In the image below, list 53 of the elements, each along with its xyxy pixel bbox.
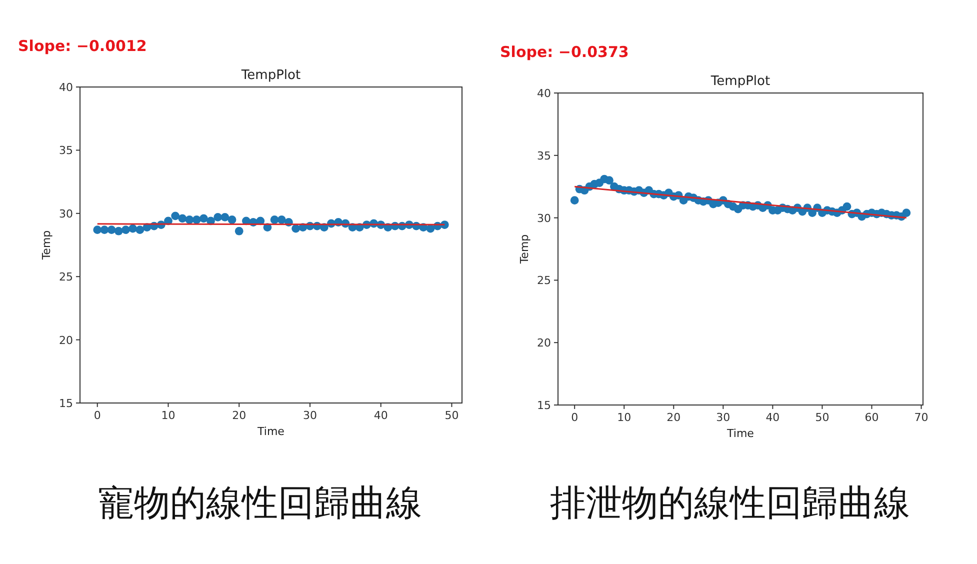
x-tick-label: 0 (94, 409, 101, 422)
y-tick-label: 35 (59, 144, 73, 158)
x-tick-label: 30 (716, 411, 730, 424)
x-tick-label: 20 (232, 409, 246, 422)
point (93, 226, 102, 234)
point (114, 226, 123, 236)
y-axis-title: Temp (518, 234, 531, 265)
x-tick-label: 50 (815, 411, 830, 424)
text: 排泄物的線性回歸曲線 (550, 483, 910, 524)
point (220, 212, 230, 222)
point (100, 226, 109, 234)
point (234, 226, 244, 236)
point (199, 214, 208, 223)
y-tick-label: 15 (59, 397, 73, 410)
point (107, 226, 116, 234)
chart-title: TempPlot (710, 74, 770, 89)
y-tick-label: 25 (537, 274, 551, 288)
x-tick-label: 50 (444, 409, 459, 422)
text: Slope: −0.0012 (18, 37, 147, 55)
y-tick-label: 40 (59, 81, 73, 94)
x-axis-title: Time (256, 425, 285, 438)
y-tick-label: 15 (537, 399, 551, 412)
y-tick-label: 30 (537, 212, 551, 225)
x-tick-label: 70 (914, 411, 928, 424)
text: 寵物的線性回歸曲線 (98, 483, 422, 524)
x-tick-label: 40 (374, 409, 388, 422)
point (214, 212, 222, 222)
x-tick-label: 20 (666, 411, 681, 424)
y-tick-label: 20 (59, 334, 73, 347)
y-tick-label: 35 (537, 149, 551, 162)
y-tick-label: 25 (59, 270, 73, 284)
point (171, 212, 180, 220)
point (136, 226, 144, 234)
point (277, 216, 286, 224)
point (292, 224, 300, 233)
text: Slope: −0.0373 (500, 43, 629, 61)
point (128, 224, 137, 233)
y-tick-label: 30 (59, 207, 73, 220)
x-tick-label: 10 (617, 411, 632, 424)
point (185, 216, 194, 224)
point (122, 226, 130, 234)
x-tick-label: 10 (161, 409, 176, 422)
point (178, 214, 187, 223)
point (228, 216, 236, 224)
chart-title: TempPlot (240, 68, 301, 83)
y-tick-label: 20 (537, 336, 551, 350)
x-tick-label: 60 (864, 411, 879, 424)
x-tick-label: 0 (571, 411, 578, 424)
x-tick-label: 40 (766, 411, 780, 424)
y-axis-title: Temp (40, 230, 53, 261)
x-axis-title: Time (726, 427, 754, 440)
y-tick-label: 40 (537, 87, 551, 100)
x-tick-label: 30 (302, 409, 317, 422)
